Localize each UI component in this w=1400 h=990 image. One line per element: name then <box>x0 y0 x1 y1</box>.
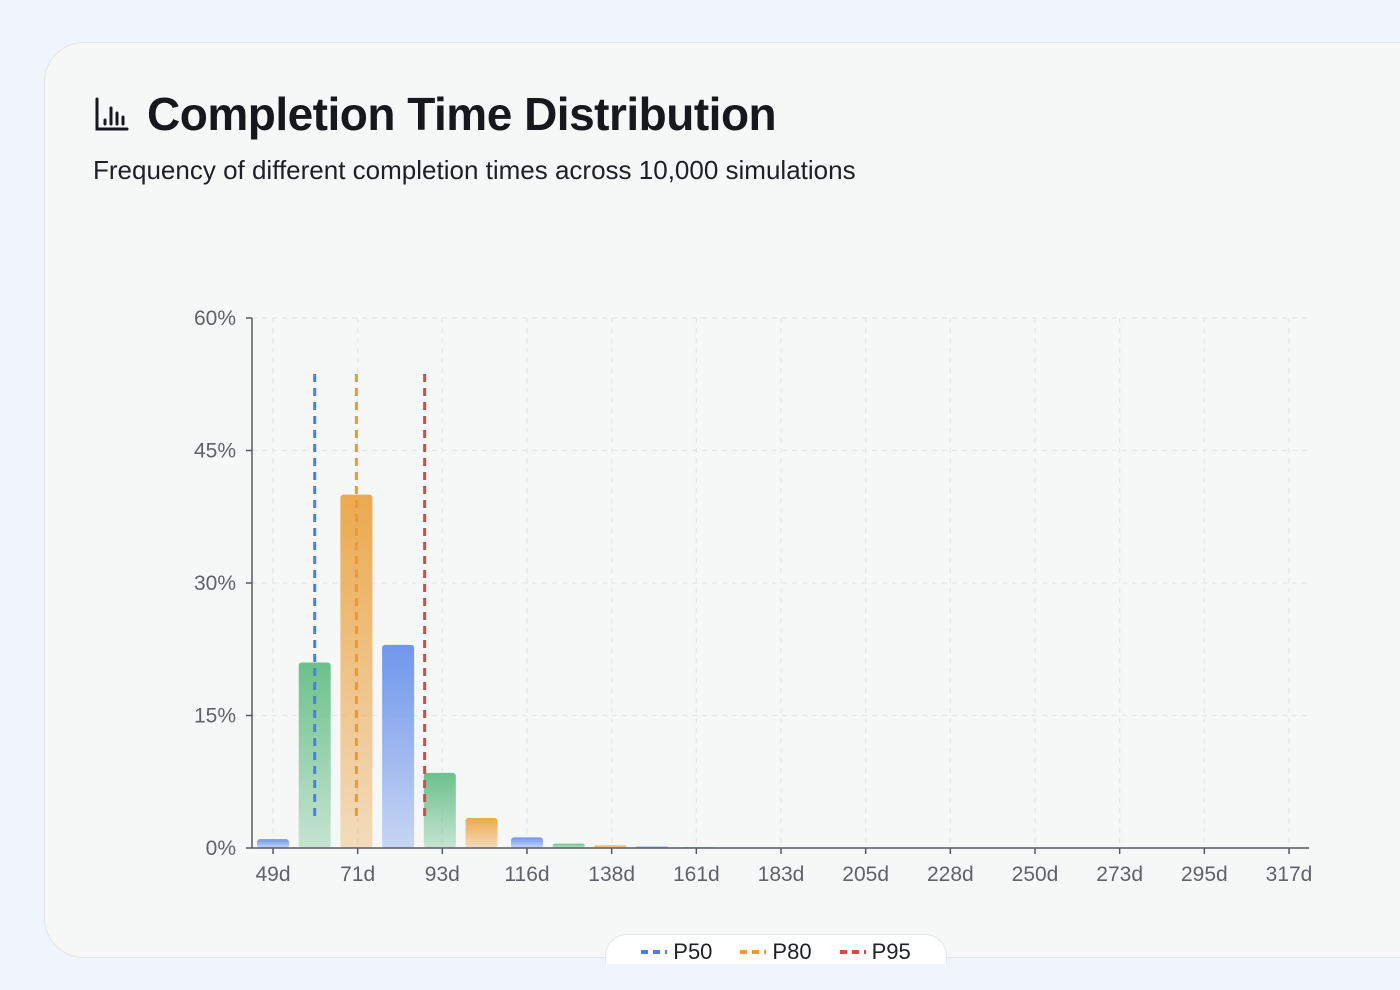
x-tick-label: 71d <box>340 863 375 886</box>
y-tick-label: 15% <box>194 705 236 728</box>
chart-subtitle: Frequency of different completion times … <box>93 155 856 185</box>
x-tick-label: 317d <box>1266 863 1313 886</box>
x-tick-label: 228d <box>927 863 974 886</box>
x-tick-label: 93d <box>425 863 460 886</box>
histogram-bar[interactable] <box>511 837 543 848</box>
card-header: Completion Time Distribution <box>93 87 777 141</box>
bar-chart-icon <box>93 96 129 132</box>
x-tick-label: 250d <box>1012 863 1059 886</box>
histogram-bar[interactable] <box>257 839 289 848</box>
axis-layer: 0% 15% 30% 45% 60% 49d 71d 93d 116d 138d 161d 183d 2… <box>194 307 1312 886</box>
y-tick-label: 30% <box>194 572 236 595</box>
x-tick-label: 49d <box>255 863 290 886</box>
x-tick-label: 116d <box>504 863 549 886</box>
x-tick-label: 161d <box>673 863 720 886</box>
histogram-bar[interactable] <box>382 644 415 848</box>
y-tick-label: 60% <box>194 307 236 330</box>
x-tick-label: 273d <box>1096 863 1143 886</box>
x-tick-label: 295d <box>1181 863 1228 886</box>
legend-item-p50[interactable]: P50 <box>641 939 712 964</box>
y-tick-label: 45% <box>194 440 236 463</box>
histogram-bar[interactable] <box>465 817 498 848</box>
x-tick-label: 138d <box>588 863 635 886</box>
chart-legend: P50 P80 P95 <box>605 934 947 964</box>
legend-label: P80 <box>772 939 812 964</box>
percentile-layer <box>313 374 427 818</box>
legend-swatch <box>641 950 668 954</box>
x-tick-label: 205d <box>842 863 889 886</box>
legend-item-p95[interactable]: P95 <box>839 939 911 964</box>
histogram-bar[interactable] <box>423 772 456 848</box>
legend-swatch <box>839 950 866 954</box>
histogram-bar[interactable] <box>552 843 585 848</box>
legend-label: P50 <box>673 939 713 964</box>
y-tick-label: 0% <box>206 837 236 860</box>
legend-swatch <box>740 950 767 954</box>
chart-card: Completion Time Distribution Frequency o… <box>44 42 1400 964</box>
x-tick-label: 183d <box>758 863 805 886</box>
legend-item-p80[interactable]: P80 <box>740 939 812 964</box>
bar-layer <box>257 494 968 848</box>
grid-layer <box>252 317 1309 848</box>
legend-label: P95 <box>871 939 911 964</box>
chart-title: Completion Time Distribution <box>147 88 777 140</box>
